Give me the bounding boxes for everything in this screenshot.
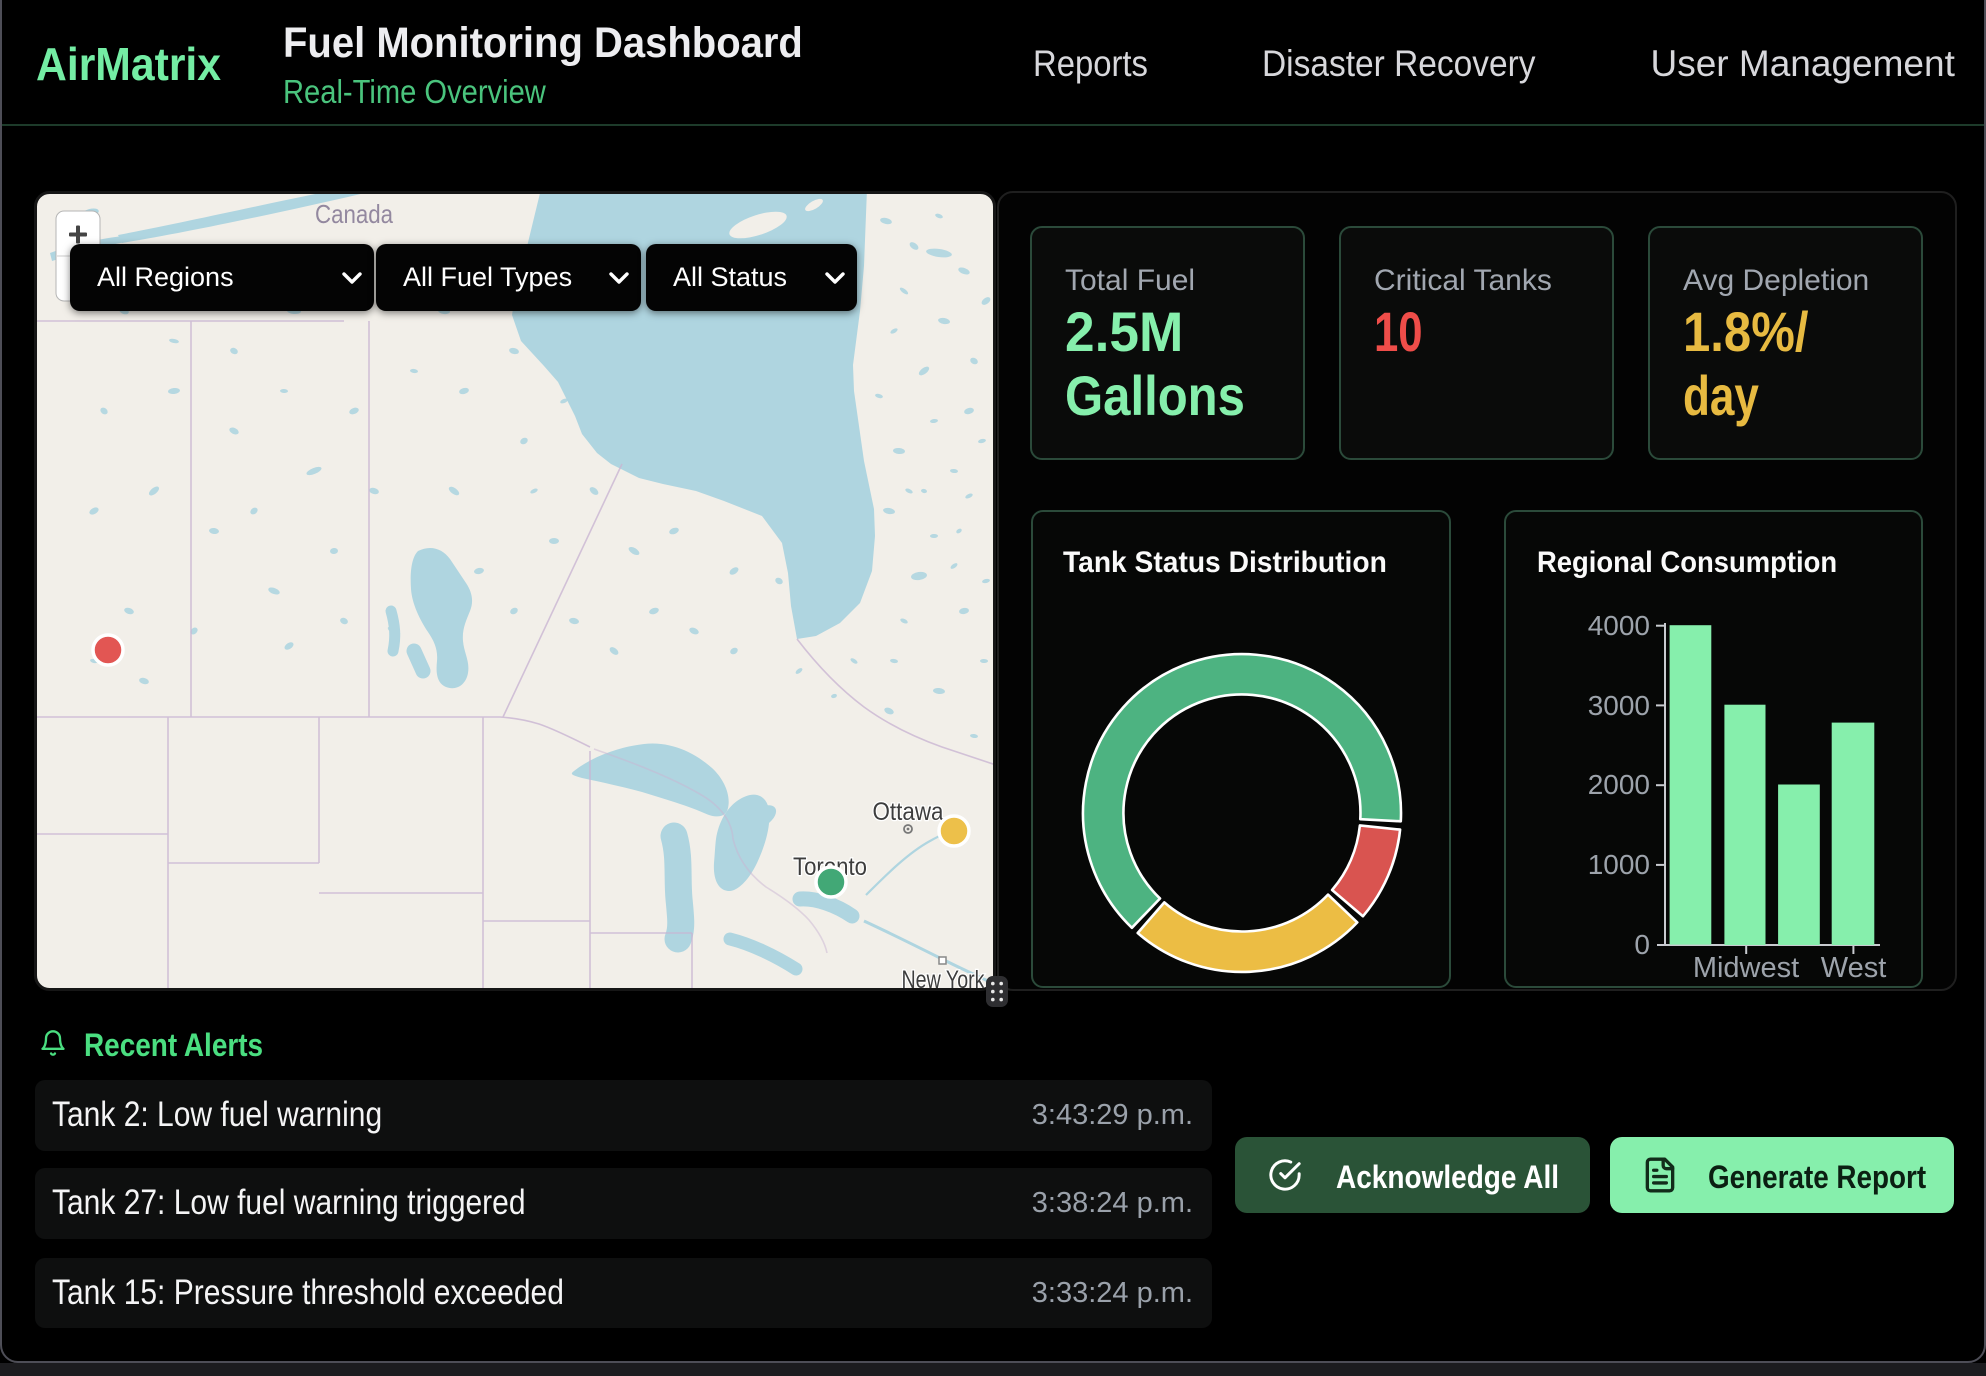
svg-text:4000: 4000 [1588,610,1650,641]
svg-text:3000: 3000 [1588,690,1650,721]
svg-text:Ottawa: Ottawa [873,798,944,826]
svg-text:2000: 2000 [1588,769,1650,800]
svg-text:0: 0 [1634,929,1650,960]
svg-text:West: West [1821,952,1887,984]
svg-text:Midwest: Midwest [1693,952,1799,984]
svg-text:New York: New York [902,966,985,991]
svg-text:Canada: Canada [315,199,393,229]
svg-text:1000: 1000 [1588,849,1650,880]
